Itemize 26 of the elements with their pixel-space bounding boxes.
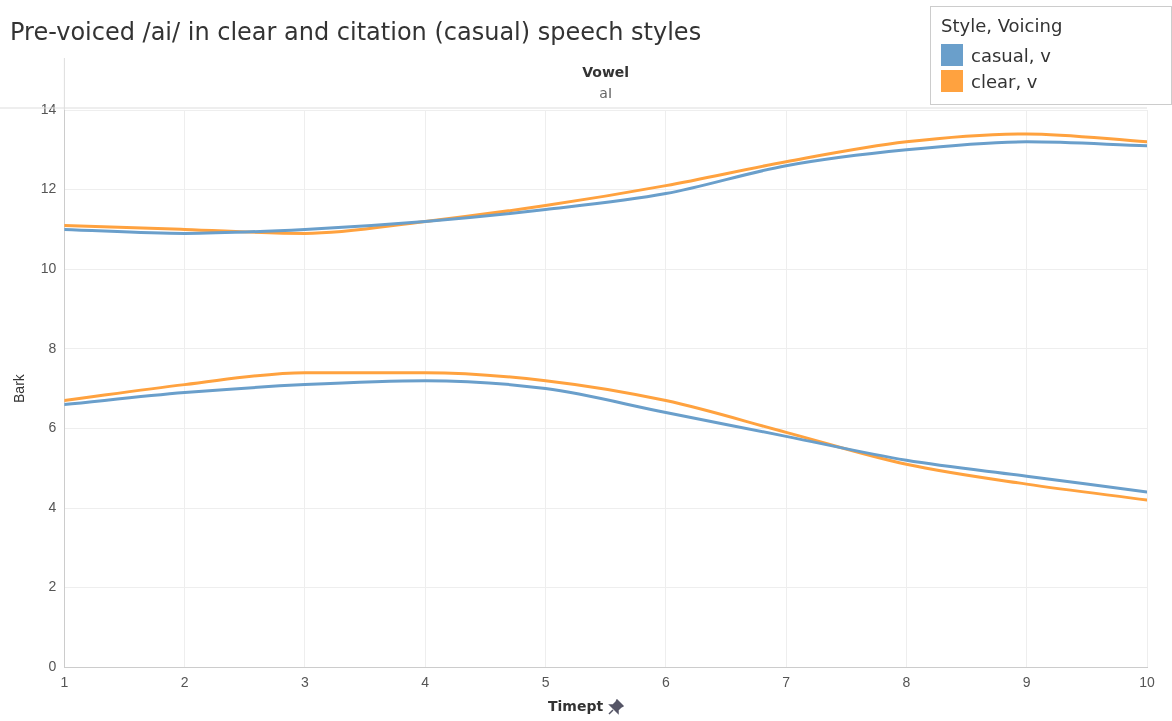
x-tick-label: 3 (301, 674, 310, 691)
x-tick-label: 6 (661, 674, 670, 691)
y-tick-label: 14 (40, 100, 57, 117)
text: aI (599, 85, 613, 101)
legend-label: clear, v (971, 70, 1038, 92)
x-tick-label: 7 (782, 674, 791, 691)
x-tick-label: 8 (902, 674, 911, 691)
y-tick-label: 10 (40, 260, 57, 277)
y-tick-label: 4 (48, 498, 57, 515)
y-tick-label: 8 (48, 339, 57, 356)
x-tick-label: 10 (1139, 674, 1155, 691)
y-tick-label: 12 (40, 180, 57, 197)
legend-title: Style, Voicing (941, 15, 1064, 36)
y-tick-label: 6 (48, 419, 57, 436)
x-tick-label: 5 (541, 674, 550, 691)
x-tick-label: 9 (1022, 674, 1031, 691)
y-tick-label: 0 (48, 658, 57, 675)
x-tick-label: 4 (421, 674, 430, 691)
x-axis-title: Timept (547, 698, 604, 714)
x-tick-label: 2 (180, 674, 189, 691)
y-tick-label: 2 (48, 578, 57, 595)
x-tick-label: 1 (60, 674, 69, 691)
text: Vowel (582, 64, 630, 80)
legend-label: casual, v (971, 44, 1051, 66)
y-axis-title: Bark (11, 373, 28, 403)
chart-title: Pre-voiced /ai/ in clear and citation (casual) speech styles (10, 18, 702, 46)
